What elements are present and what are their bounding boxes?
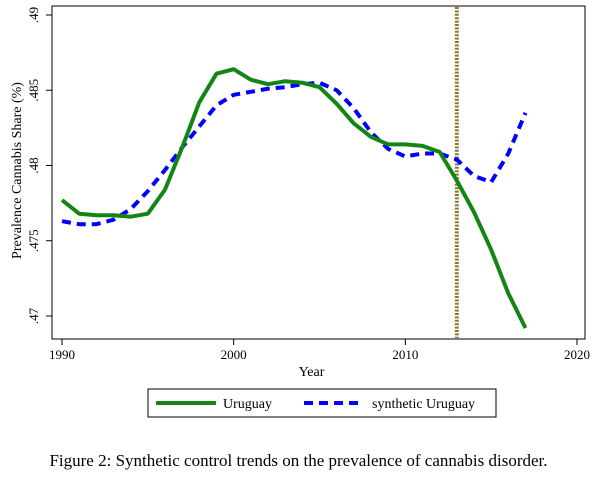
y-axis: .47 .475 .48 .485 .49 <box>26 7 52 324</box>
legend-label-synthetic-uruguay: synthetic Uruguay <box>372 397 475 412</box>
figure-caption: Figure 2: Synthetic control trends on th… <box>0 451 597 471</box>
x-axis-label: Year <box>299 365 325 380</box>
legend: Uruguay synthetic Uruguay <box>148 389 496 417</box>
line-chart: 1990 2000 2010 2020 .47.475.48.485.49 Year … <box>0 0 597 440</box>
x-tick-label: 1990 <box>49 347 75 362</box>
y-tick-label: .49 <box>26 7 41 23</box>
y-tick-label: .48 <box>26 157 41 173</box>
x-tick-label: 2010 <box>392 347 418 362</box>
x-tick-label: 2000 <box>221 347 247 362</box>
x-axis: 1990 2000 2010 2020 <box>49 339 590 362</box>
y-tick-label: .475 <box>26 229 41 252</box>
x-tick-label: 2020 <box>564 347 590 362</box>
y-tick-label: .485 <box>26 79 41 102</box>
y-axis-label: Prevalence Cannabis Share (%) <box>10 82 25 259</box>
legend-label-uruguay: Uruguay <box>223 397 272 412</box>
y-tick-label: .47 <box>26 307 41 324</box>
